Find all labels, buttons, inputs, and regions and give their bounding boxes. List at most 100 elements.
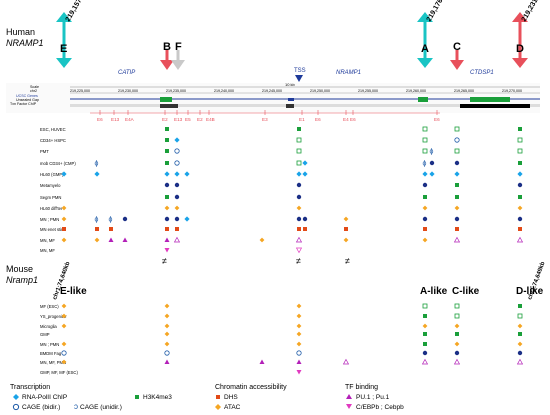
atac-marker	[422, 323, 428, 329]
not-equal-markers: ≠ ≠ ≠	[162, 256, 350, 266]
coord-219176: 219,176kb	[426, 0, 449, 23]
cage-unidir-marker: ɸ	[430, 149, 434, 156]
legend-cebp-label: C/EBPb ; Cebpb	[356, 404, 404, 411]
atac-marker	[259, 237, 265, 243]
mouse-gene-label: Nramp1	[6, 275, 38, 285]
legend-h3k4me3-label: H3K4me3	[143, 394, 172, 401]
position-label: 219,225,000	[70, 89, 90, 93]
dhs-marker	[344, 227, 348, 231]
peak-label: E6	[434, 117, 440, 122]
svg-text:≠: ≠	[345, 256, 350, 266]
gene-catip: CATIP	[118, 70, 135, 76]
ucsc-chr-label: chr2	[30, 89, 37, 93]
h3k4me3-marker	[296, 137, 302, 143]
cage-marker	[296, 216, 302, 222]
region-b-letter: B	[163, 41, 171, 53]
atac-marker	[343, 237, 349, 243]
atac-marker	[296, 323, 302, 329]
human-row-label: Metamyelo	[40, 183, 61, 188]
h3k4me3-marker	[518, 127, 522, 131]
peak-label: E13	[111, 117, 120, 122]
pu1-marker	[108, 237, 114, 242]
cage-marker	[302, 216, 308, 222]
rnapol-marker	[164, 171, 170, 177]
pu1-marker	[453, 236, 461, 243]
h3k4me3-marker	[423, 195, 427, 199]
atac-marker	[61, 313, 67, 319]
pu1-marker	[453, 358, 461, 365]
dhs-marker	[165, 227, 169, 231]
h3k4me3-marker	[518, 304, 522, 308]
legend-cebp-marker	[346, 404, 352, 409]
position-label: 219,240,000	[214, 89, 234, 93]
rnapol-marker	[174, 137, 180, 143]
region-f-arrow	[171, 50, 185, 70]
mouse-row-label: Microglia	[40, 324, 57, 329]
h3k4me3-marker	[423, 342, 427, 346]
h3k4me3-marker	[296, 148, 302, 154]
cage-marker	[422, 182, 428, 188]
pu1-marker	[342, 358, 350, 365]
svg-text:≠: ≠	[296, 256, 301, 266]
h3k4me3-marker	[454, 313, 460, 319]
human-row-label: MN ; PMN	[40, 217, 59, 222]
atac-marker	[296, 341, 302, 347]
cage-marker	[429, 160, 435, 166]
human-row-label: MN, MF	[40, 248, 55, 253]
mouse-species-label: Mouse	[6, 264, 33, 274]
mouse-row-label: YS_progenitor	[40, 314, 67, 319]
peak-label: E2	[197, 117, 203, 122]
legend-chromatin-title: Chromatin accessibility	[215, 384, 287, 391]
a-like-label: A-like	[420, 286, 448, 297]
dhs-marker	[303, 227, 307, 231]
region-a-arrow	[417, 12, 433, 68]
legend-pu1-label: PU.1 ; Pu.1	[356, 394, 390, 401]
cage-marker	[454, 216, 460, 222]
atac-marker	[94, 237, 100, 243]
peak-label: E4B	[206, 117, 215, 122]
cage-marker	[517, 350, 523, 356]
cage-marker	[517, 182, 523, 188]
gene-nramp1: NRAMP1	[336, 70, 361, 76]
pu1-marker	[421, 358, 429, 365]
atac-marker	[517, 205, 523, 211]
rnapol-marker	[184, 216, 190, 222]
cage-bidir-marker	[164, 350, 170, 356]
atac-marker	[61, 216, 67, 222]
region-b-arrow	[160, 50, 174, 70]
cage-bidir-marker	[61, 350, 67, 356]
pu1-marker	[516, 236, 524, 243]
cage-marker	[164, 216, 170, 222]
human-row-label: HL60 diff'ter	[40, 206, 63, 211]
human-row-label: MN enet stimi	[40, 227, 66, 232]
atac-marker	[296, 303, 302, 309]
peak-label: E4A	[125, 117, 135, 122]
c-like-label: C-like	[452, 286, 480, 297]
atac-marker	[454, 341, 460, 347]
cage-unidir-marker: ɸ	[109, 217, 113, 224]
dhs-marker	[423, 227, 427, 231]
peak-label: E4	[343, 117, 349, 122]
atac-marker	[517, 341, 523, 347]
legend-dhs-marker	[216, 395, 220, 399]
h3k4me3-marker	[518, 332, 522, 336]
peak-label: E1	[299, 117, 305, 122]
atac-marker	[164, 341, 170, 347]
h3k4me3-marker	[517, 313, 523, 319]
h3k4me3-marker	[422, 126, 428, 132]
legend-dhs-label: DHS	[224, 394, 238, 401]
dhs-marker	[109, 227, 113, 231]
peak-label: E6	[97, 117, 103, 122]
position-label: 219,245,000	[262, 89, 282, 93]
mouse-row-label: MN, MF, PMN	[40, 360, 66, 365]
h3k4me3-marker	[517, 148, 523, 154]
position-label: 219,250,000	[310, 89, 330, 93]
pu1-marker	[296, 359, 302, 364]
pu1-marker	[164, 359, 170, 364]
human-gene-label: NRAMP1	[6, 38, 44, 48]
atac-marker	[296, 205, 302, 211]
position-label: 219,230,000	[118, 89, 138, 93]
dhs-marker	[175, 227, 179, 231]
region-d-letter: D	[516, 43, 524, 55]
dhs-marker	[297, 227, 301, 231]
